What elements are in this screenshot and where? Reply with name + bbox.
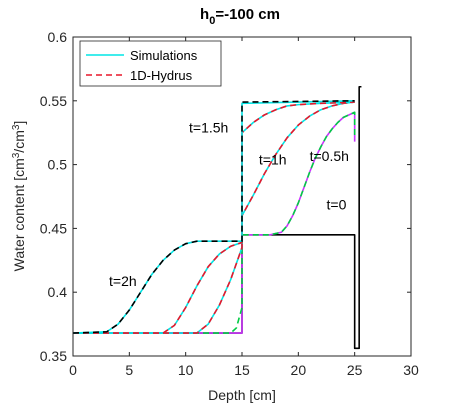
series-line-t-0-5h-1 xyxy=(73,111,356,334)
y-axis-label-mid: /cm xyxy=(11,130,27,153)
y-tick-label: 0.6 xyxy=(48,29,68,45)
y-axis: 0.35 0.4 0.45 0.5 0.55 0.6 xyxy=(40,29,411,364)
y-tick-label: 0.55 xyxy=(40,93,67,109)
y-tick-label: 0.5 xyxy=(48,157,68,173)
y-tick-label: 0.45 xyxy=(40,220,67,236)
x-tick-label: 10 xyxy=(178,362,194,378)
x-tick-label: 5 xyxy=(125,362,133,378)
y-tick-label: 0.35 xyxy=(40,348,67,364)
y-axis-label-end: ] xyxy=(11,121,27,125)
legend: Simulations 1D-Hydrus xyxy=(79,40,222,87)
annotation-label: t=2h xyxy=(109,273,137,289)
chart-title-subscript: 0 xyxy=(209,15,215,27)
chart-title-rest: =-100 cm xyxy=(215,6,280,23)
legend-box xyxy=(79,40,222,87)
annotation-label: t=1h xyxy=(259,152,287,168)
y-axis-label-main: Water content [cm xyxy=(11,158,27,271)
chart-title-main: h xyxy=(200,6,209,23)
x-tick-label: 15 xyxy=(234,362,250,378)
x-tick-label: 25 xyxy=(347,362,363,378)
y-tick-label: 0.4 xyxy=(48,284,68,300)
chart-title: h0=-100 cm xyxy=(200,6,280,27)
x-axis-label: Depth [cm] xyxy=(208,387,276,403)
series-line-t-0-5h-2 xyxy=(73,111,356,334)
annotation-label: t=0.5h xyxy=(310,148,349,164)
y-axis-label-sup1: 3 xyxy=(11,152,22,158)
annotation-label: t=0 xyxy=(327,196,347,212)
series-line-t-1h-3 xyxy=(73,101,355,334)
legend-label-hydrus: 1D-Hydrus xyxy=(130,68,193,83)
annotations: t=1.5h t=1h t=0.5h t=0 t=2h xyxy=(109,120,349,289)
series-line-t-2h-8 xyxy=(73,100,355,334)
y-axis-label: Water content [cm3/cm3] xyxy=(11,121,27,272)
legend-label-simulations: Simulations xyxy=(130,48,198,63)
x-tick-label: 0 xyxy=(69,362,77,378)
series-layer xyxy=(73,85,362,350)
series-line-t-1h-4 xyxy=(73,101,355,334)
series-line-t-1-5h-5 xyxy=(73,101,355,334)
x-axis: 0 5 10 15 20 25 30 xyxy=(69,37,419,378)
x-tick-label: 30 xyxy=(403,362,419,378)
annotation-label: t=1.5h xyxy=(189,120,228,136)
series-line-t-1-5h-6 xyxy=(73,101,355,334)
y-axis-label-sup2: 3 xyxy=(11,124,22,130)
x-tick-label: 20 xyxy=(291,362,307,378)
